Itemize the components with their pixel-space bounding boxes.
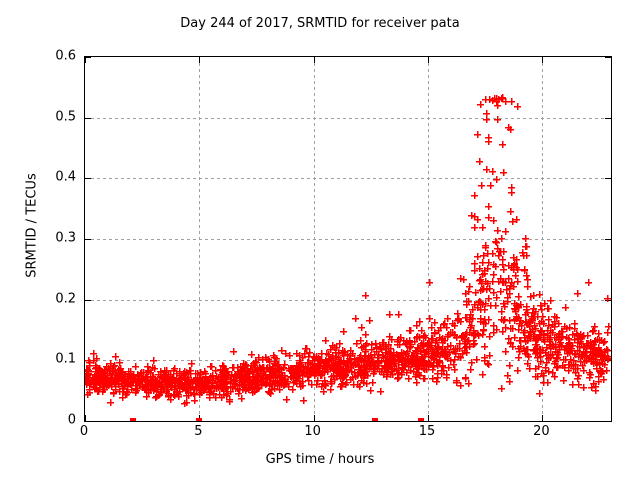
x-axis-title: GPS time / hours (265, 452, 375, 467)
plot-area (84, 56, 612, 422)
grid-lines (85, 57, 611, 421)
x-tick-label: 20 (533, 424, 550, 439)
chart-title: Day 244 of 2017, SRMTID for receiver pat… (180, 16, 460, 31)
y-tick-label: 0.1 (55, 351, 76, 367)
x-axis-tick-labels: 0 5 10 15 20 (80, 424, 610, 446)
y-tick-label: 0.6 (55, 48, 76, 64)
x-tick-label: 5 (194, 424, 203, 439)
zero-marker (372, 418, 378, 421)
x-tick-label: 10 (304, 424, 321, 439)
x-tick-label: 0 (79, 424, 89, 439)
scatter-series-srmtid (85, 94, 611, 421)
zero-marker (130, 418, 136, 421)
y-tick-label: 0 (67, 412, 76, 428)
zero-marker (418, 418, 424, 421)
x-tick-label: 15 (418, 424, 436, 439)
y-axis-tick-labels: 0 0.1 0.2 0.3 0.4 0.5 0.6 (0, 49, 76, 428)
y-tick-label: 0.4 (55, 169, 76, 185)
y-tick-label: 0.5 (55, 109, 76, 125)
y-tick-label: 0.2 (55, 291, 76, 307)
zero-marker (196, 418, 202, 421)
y-tick-label: 0.3 (55, 230, 76, 246)
